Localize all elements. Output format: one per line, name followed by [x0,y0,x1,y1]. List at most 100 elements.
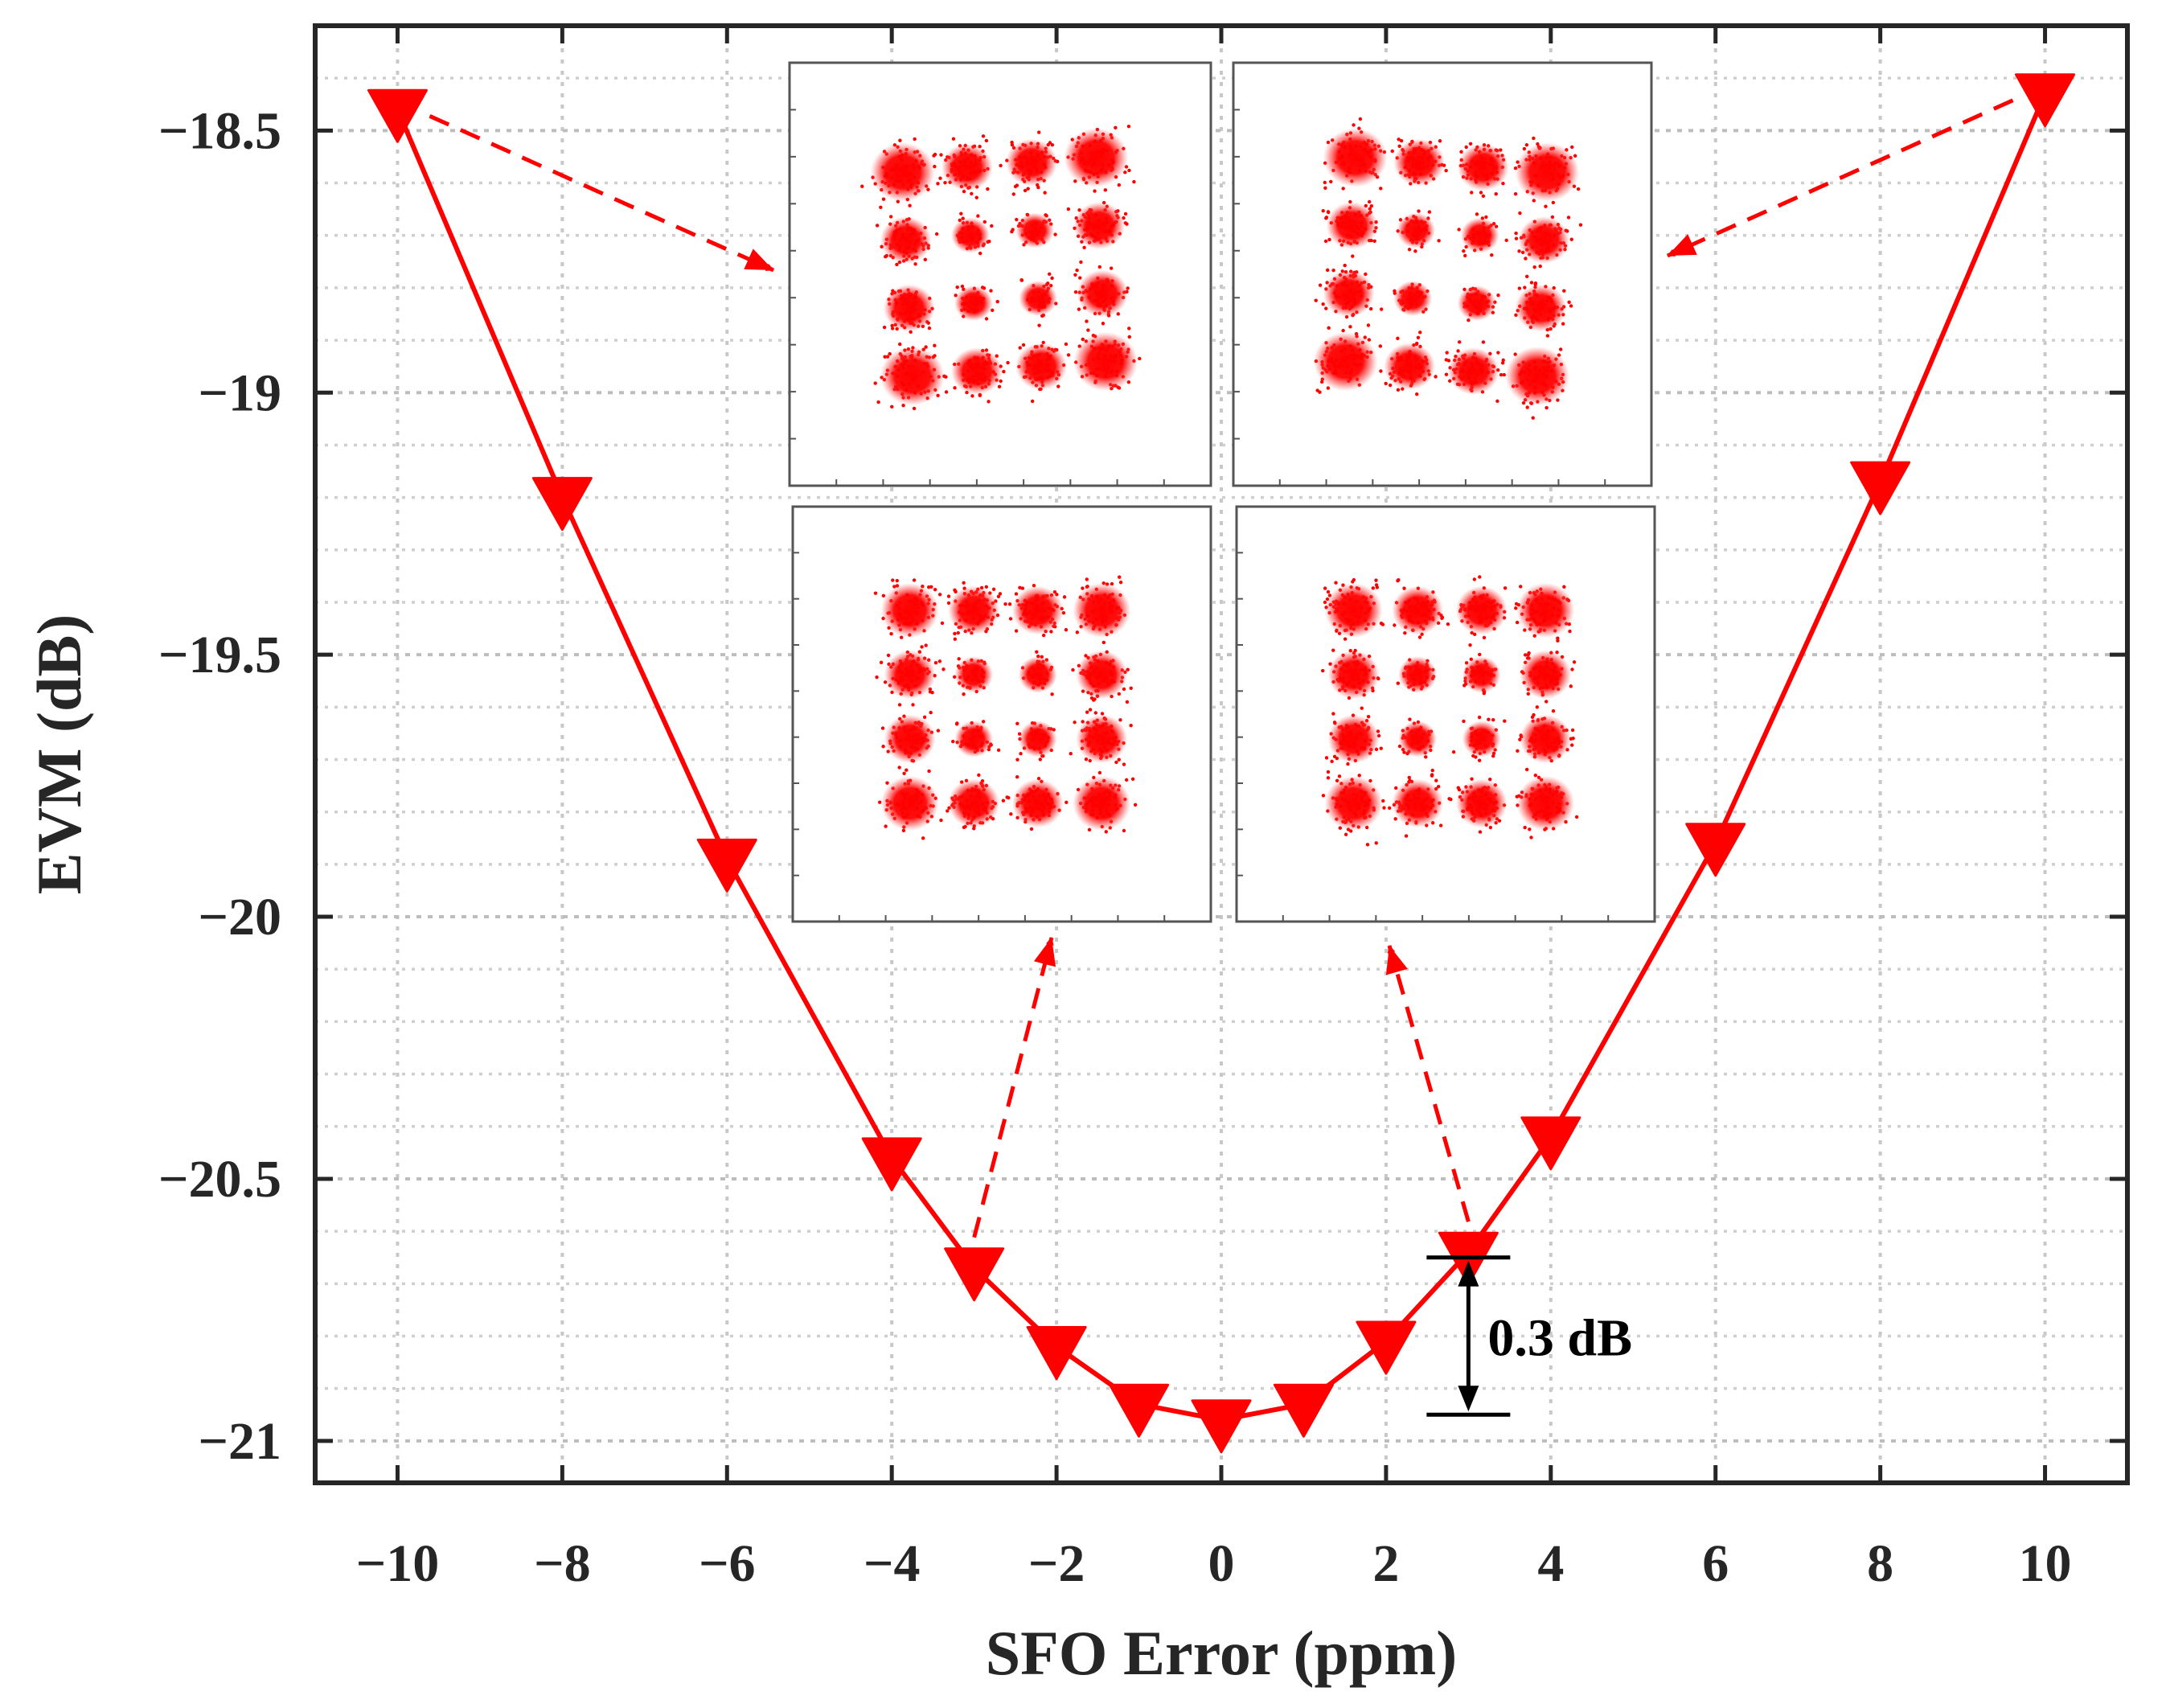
constellation-sample [1572,660,1577,664]
constellation-sample [1348,325,1352,329]
constellation-sample [1101,640,1106,645]
constellation-sample [940,621,945,626]
y-tick-label: −20.5 [158,1150,281,1209]
constellation-sample [927,769,931,774]
constellation-symbol-cluster [880,346,945,406]
constellation-sample [936,729,941,733]
constellation-sample [1524,767,1529,772]
inset-frame [791,505,1212,923]
constellation-sample [1326,589,1331,594]
constellation-sample [1487,717,1491,721]
constellation-sample [1427,210,1432,214]
constellation-sample [943,180,947,185]
constellation-sample [1378,344,1383,348]
constellation-sample [1523,825,1527,830]
constellation-sample [1369,203,1374,208]
constellation-symbol-cluster [1324,775,1383,831]
constellation-sample [1576,187,1581,191]
constellation-sample [1491,718,1495,722]
constellation-sample [927,585,931,589]
constellation-sample [1561,322,1565,326]
constellation-sample [1331,648,1335,652]
constellation-sample [1021,343,1026,347]
constellation-sample [1574,815,1579,819]
constellation-sample [1062,595,1067,599]
x-tick-label: 8 [1867,1534,1893,1593]
constellation-sample [962,581,966,585]
constellation-sample [1418,331,1422,335]
constellation-symbol-cluster [1073,582,1131,638]
constellation-symbol-cluster [880,216,932,264]
constellation-sample [953,588,957,593]
constellation-sample [1499,372,1503,377]
constellation-symbol-cluster [1457,285,1496,322]
constellation-sample [1002,369,1006,374]
constellation-sample [1368,306,1373,311]
constellation-sample [970,191,974,196]
constellation-symbol-cluster [880,582,939,638]
constellation-sample [876,400,880,404]
constellation-sample [1015,758,1019,762]
constellation-symbol-cluster [1006,138,1058,187]
constellation-sample [954,722,959,726]
constellation-sample [1009,812,1013,816]
constellation-sample [1010,229,1014,234]
constellation-sample [1532,265,1536,269]
inset-frame [788,61,1212,487]
constellation-sample [1085,710,1089,714]
constellation-sample [1551,200,1556,205]
constellation-sample [1524,143,1529,147]
constellation-sample [1082,245,1086,250]
constellation-symbol-cluster [1516,582,1575,638]
constellation-sample [930,690,934,695]
constellation-sample [1535,705,1540,709]
constellation-sample [1545,334,1550,338]
constellation-sample [953,637,958,641]
constellation-sample [1417,635,1422,639]
constellation-sample [895,578,899,583]
constellation-sample [882,325,887,330]
constellation-sample [1393,817,1397,821]
x-axis-title: SFO Error (ppm) [986,1618,1457,1688]
constellation-sample [1014,629,1019,633]
constellation-symbol-cluster [1313,331,1378,392]
constellation-sample [1065,800,1069,805]
constellation-sample [1451,749,1456,754]
constellation-sample [1019,751,1023,756]
constellation-sample [951,739,955,744]
constellation-sample [1093,189,1097,193]
constellation-sample [1562,585,1566,589]
constellation-sample [1043,191,1047,195]
constellation-sample [1477,715,1482,720]
constellation-sample [946,809,950,813]
constellation-sample [1324,216,1328,220]
constellation-sample [1545,700,1549,704]
constellation-sample [1551,708,1556,713]
constellation-symbol-cluster [1460,217,1499,253]
constellation-sample [875,675,879,680]
constellation-sample [1514,236,1519,240]
constellation-sample [1048,272,1052,276]
constellation-symbol-cluster [1505,346,1570,406]
constellation-sample [1130,777,1135,781]
constellation-sample [1517,249,1521,253]
constellation-symbol-cluster [1076,650,1128,700]
constellation-sample [1030,399,1035,404]
y-tick-label: −19.5 [158,626,281,684]
constellation-16qam-inset [1232,61,1653,487]
constellation-sample [1522,146,1527,151]
constellation-symbol-cluster [1520,714,1572,764]
constellation-sample [1314,298,1318,302]
constellation-symbol-cluster [1398,721,1438,758]
constellation-sample [1050,276,1054,281]
constellation-sample [881,745,885,749]
constellation-sample [1545,405,1549,410]
x-tick-label: 6 [1702,1534,1729,1593]
constellation-sample [1569,743,1574,747]
constellation-sample [1321,668,1325,673]
constellation-sample [933,587,937,592]
constellation-sample [1085,577,1089,581]
x-tick-label: −8 [534,1534,591,1593]
constellation-sample [891,578,895,582]
constellation-sample [1515,620,1520,625]
